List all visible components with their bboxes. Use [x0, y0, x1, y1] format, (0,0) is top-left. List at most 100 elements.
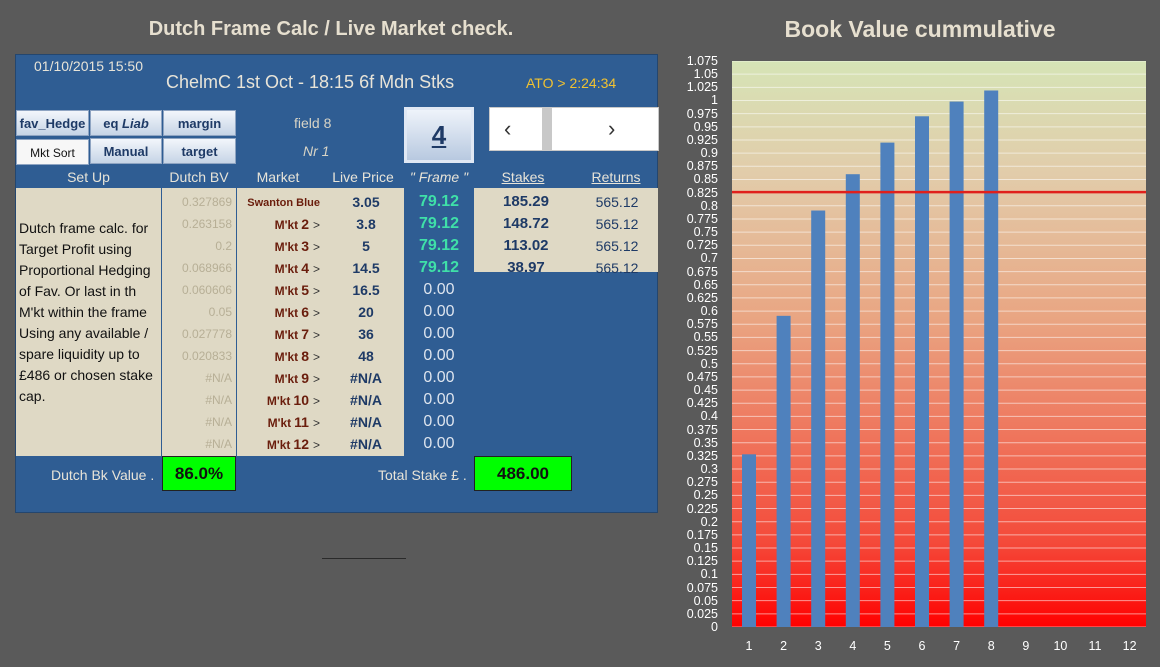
bar-2 — [776, 315, 791, 627]
chevron-right-icon[interactable]: › — [608, 116, 616, 141]
margin-button[interactable]: margin — [163, 110, 236, 136]
frame-cell: 79.12 — [418, 237, 460, 254]
y-tick-label: 0.925 — [686, 132, 718, 147]
market-label: M'kt — [274, 284, 299, 298]
market-label: M'kt — [267, 416, 292, 430]
frame-cell: 79.12 — [418, 215, 460, 232]
market-cell: M'kt 6 > — [237, 301, 320, 323]
market-arrow[interactable]: > — [312, 328, 320, 342]
y-tick-label: 0.2 — [700, 514, 718, 529]
frame-cell: 0.00 — [423, 325, 455, 342]
live-price-cell: 36 — [358, 326, 374, 342]
field-count: field 8 — [294, 115, 332, 131]
x-tick-label: 11 — [1088, 639, 1102, 653]
market-label: M'kt — [274, 328, 299, 342]
y-tick-label: 0.575 — [686, 317, 718, 332]
live-price-cell: #N/A — [350, 414, 382, 430]
y-tick-label: 0.15 — [693, 541, 718, 556]
market-cell: M'kt 5 > — [237, 279, 320, 301]
frame-cell: 0.00 — [423, 435, 455, 452]
dutch-bk-value: 86.0% — [162, 456, 236, 491]
stakes-header: Stakes — [501, 169, 545, 185]
bar-5 — [880, 142, 895, 627]
setup-description: Dutch frame calc. for Target Profit usin… — [19, 220, 153, 404]
market-cell: M'kt 8 > — [237, 345, 320, 367]
y-tick-label: 1.075 — [686, 54, 718, 68]
x-tick-label: 2 — [780, 639, 788, 653]
stake-cell: 185.29 — [503, 193, 549, 210]
divider-line — [322, 558, 406, 559]
fav-hedge-button[interactable]: fav_Hedge — [16, 110, 89, 136]
scroll-thumb[interactable] — [542, 108, 552, 150]
chevron-left-icon[interactable]: ‹ — [504, 116, 512, 141]
market-arrow[interactable]: > — [312, 284, 320, 298]
market-cell: M'kt 9 > — [237, 367, 320, 389]
market-arrow[interactable]: > — [312, 416, 320, 430]
market-arrow[interactable]: > — [312, 306, 320, 320]
stake-cell: 148.72 — [503, 215, 549, 232]
y-tick-label: 0.05 — [693, 593, 718, 608]
market-arrow[interactable]: > — [312, 240, 320, 254]
y-tick-label: 0.325 — [686, 448, 718, 463]
market-number: 10 — [293, 392, 309, 408]
dutch-bv-cell: #N/A — [205, 393, 232, 407]
market-number: 7 — [301, 326, 309, 342]
chart-gridlines — [732, 61, 1146, 627]
frame-size-button[interactable]: 4 — [404, 107, 474, 163]
market-arrow[interactable]: > — [312, 394, 320, 408]
x-tick-label: 9 — [1022, 639, 1030, 653]
market-arrow[interactable]: > — [312, 218, 320, 232]
market-column — [237, 188, 404, 456]
y-tick-label: 0.6 — [700, 304, 718, 319]
y-tick-label: 1.05 — [693, 67, 718, 82]
frame-cell: 79.12 — [418, 193, 460, 210]
dutch-bv-cell: 0.020833 — [181, 349, 232, 363]
bar-6 — [915, 116, 929, 627]
live-price-cell: 20 — [358, 304, 374, 320]
runner-name: Swanton Blue — [247, 197, 320, 209]
y-tick-label: 0.125 — [686, 554, 718, 569]
market-number: 11 — [294, 414, 309, 430]
live-price-cell: 3.8 — [356, 216, 376, 232]
chart-background — [732, 61, 1146, 627]
frame-cell: 79.12 — [418, 259, 460, 276]
dutch-bv-cell: 0.05 — [208, 305, 232, 319]
market-header: Market — [256, 169, 300, 185]
dutch-bv-cell: 0.263158 — [181, 217, 232, 231]
manual-button[interactable]: Manual — [90, 138, 162, 164]
eq-liab-button[interactable]: eq Liab — [90, 110, 162, 136]
return-cell: 565.12 — [595, 260, 639, 276]
market-cell: M'kt 7 > — [237, 323, 320, 345]
market-cell: M'kt 10 > — [237, 389, 320, 411]
target-button[interactable]: target — [163, 138, 236, 164]
market-arrow[interactable]: > — [312, 438, 320, 452]
stakes-area — [474, 188, 658, 272]
y-tick-label: 0.975 — [686, 106, 718, 121]
market-arrow[interactable]: > — [312, 350, 320, 364]
return-cell: 565.12 — [595, 216, 639, 232]
live-price-cell: 3.05 — [352, 194, 380, 210]
market-cell: M'kt 11 > — [237, 411, 320, 433]
dutch-bv-cell: 0.060606 — [181, 283, 232, 297]
y-tick-label: 0.825 — [686, 185, 718, 200]
market-label: M'kt — [274, 372, 299, 386]
mkt-sort-button[interactable]: Mkt Sort — [16, 139, 89, 165]
frame-cell: 0.00 — [423, 369, 455, 386]
market-cell: M'kt 2 > — [237, 213, 320, 235]
y-tick-label: 0.4 — [700, 409, 718, 424]
y-tick-label: 0.025 — [686, 606, 718, 621]
x-tick-label: 6 — [918, 639, 926, 653]
returns-header: Returns — [591, 169, 641, 185]
x-tick-label: 8 — [987, 639, 995, 653]
x-tick-label: 10 — [1053, 639, 1068, 653]
frame-scrollbar[interactable]: ‹ › — [489, 107, 659, 151]
y-tick-label: 0.625 — [686, 290, 718, 305]
market-number: 12 — [293, 436, 309, 452]
market-cell: M'kt 3 > — [237, 235, 320, 257]
y-tick-label: 0.7 — [700, 251, 718, 266]
market-arrow[interactable]: > — [312, 372, 320, 386]
bar-3 — [811, 210, 826, 627]
dutch-bv-cell: 0.327869 — [181, 195, 232, 209]
live-price-cell: 14.5 — [352, 260, 380, 276]
market-arrow[interactable]: > — [312, 262, 320, 276]
